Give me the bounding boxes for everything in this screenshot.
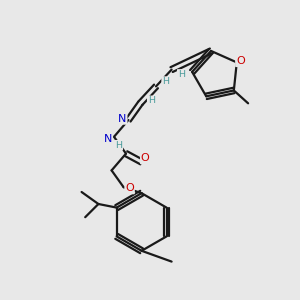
Text: H: H [115, 141, 122, 150]
Text: O: O [141, 153, 150, 164]
Text: H: H [162, 77, 169, 86]
Text: H: H [178, 70, 185, 79]
Text: N: N [104, 134, 112, 144]
Text: O: O [236, 56, 245, 66]
Text: O: O [125, 183, 134, 194]
Text: N: N [118, 114, 127, 124]
Text: H: H [148, 96, 155, 105]
